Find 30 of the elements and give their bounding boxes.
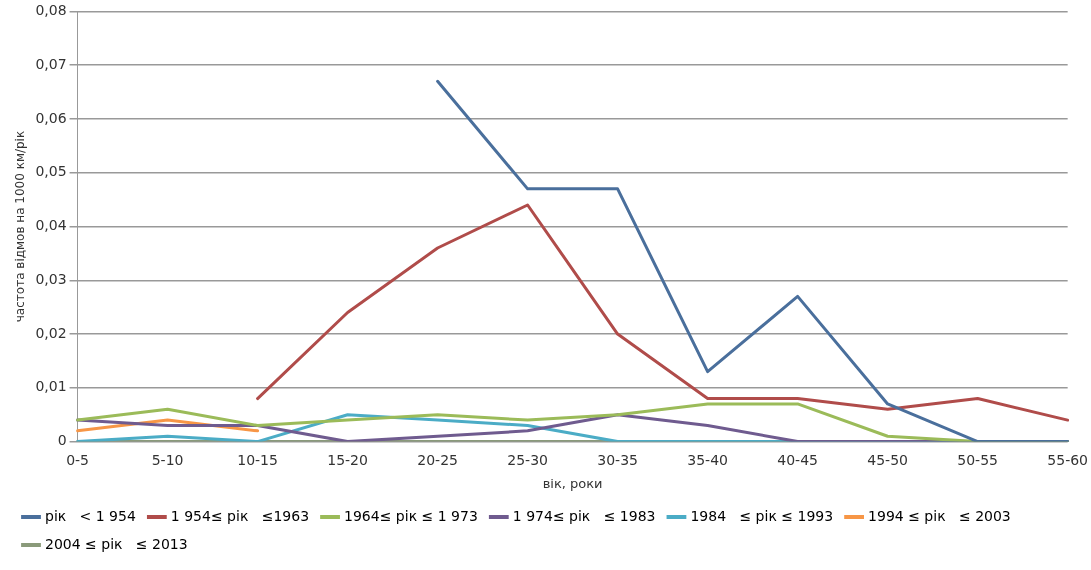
y-tick-label: 0 (57, 432, 67, 449)
y-axis-title: частота відмов на 1000 км/рік (13, 130, 28, 323)
x-tick-label: 0-5 (66, 451, 90, 468)
x-tick-label: 45-50 (867, 451, 908, 468)
legend-label: рік < 1 954 (45, 507, 136, 524)
y-tick-label: 0,04 (35, 217, 67, 234)
legend-label: 1 954≤ рік ≤1963 (170, 507, 310, 524)
x-tick-label: 25-30 (507, 451, 548, 468)
legend-label: 1994 ≤ рік ≤ 2003 (868, 507, 1011, 524)
y-tick-label: 0,05 (35, 163, 67, 180)
x-tick-label: 35-40 (687, 451, 728, 468)
legend-label: 1 974≤ рік ≤ 1983 (512, 507, 656, 524)
x-tick-label: 50-55 (957, 451, 998, 468)
legend-label: 1964≤ рік ≤ 1 973 (344, 507, 478, 524)
x-tick-label: 20-25 (417, 451, 458, 468)
x-axis-title: вік, роки (542, 475, 603, 491)
x-tick-label: 5-10 (151, 451, 184, 468)
y-tick-label: 0,01 (35, 378, 67, 395)
legend-label: 2004 ≤ рік ≤ 2013 (45, 535, 188, 552)
y-tick-label: 0,02 (35, 324, 67, 341)
y-tick-label: 0,06 (35, 109, 67, 126)
x-tick-label: 15-20 (327, 451, 368, 468)
y-tick-label: 0,08 (35, 2, 67, 19)
y-tick-label: 0,07 (35, 55, 67, 72)
x-tick-label: 10-15 (237, 451, 278, 468)
x-tick-label: 40-45 (777, 451, 818, 468)
y-tick-label: 0,03 (35, 270, 67, 287)
legend-label: 1984 ≤ рік ≤ 1993 (690, 507, 834, 524)
x-tick-label: 55-60 (1047, 451, 1088, 468)
x-tick-label: 30-35 (597, 451, 638, 468)
